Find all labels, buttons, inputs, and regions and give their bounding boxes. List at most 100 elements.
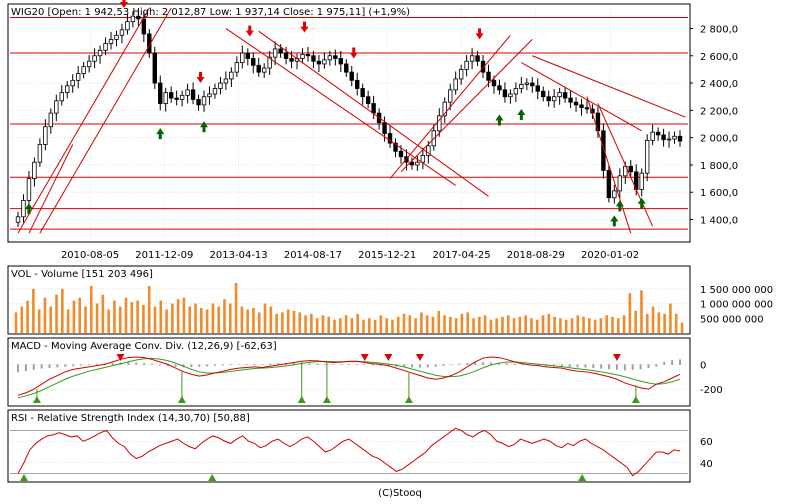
candle-body xyxy=(32,161,37,179)
candle-body xyxy=(677,135,683,142)
rsi-y-tick-label: 40 xyxy=(700,459,713,470)
volume-bar xyxy=(263,303,267,333)
volume-bar xyxy=(37,309,41,333)
macd-histogram-bar xyxy=(174,364,177,367)
trend-channel-line xyxy=(586,96,632,234)
macd-histogram-bar xyxy=(608,364,611,370)
candle-body xyxy=(464,60,469,70)
macd-histogram-bar xyxy=(229,364,232,366)
candle-body xyxy=(300,54,305,59)
volume-bar xyxy=(431,316,435,333)
volume-bar xyxy=(159,300,163,333)
macd-panel-label: MACD - Moving Average Conv. Div. (12,26,… xyxy=(11,341,277,352)
candle-body xyxy=(240,52,245,63)
volume-bar xyxy=(223,299,226,333)
candle-body xyxy=(623,165,628,177)
candle-body xyxy=(147,33,152,54)
candle-body xyxy=(207,93,212,98)
rsi-y-tick-label: 60 xyxy=(700,437,713,448)
candle-body xyxy=(409,161,415,166)
macd-histogram-bar xyxy=(497,362,500,365)
volume-bar xyxy=(89,285,93,333)
volume-bar xyxy=(286,309,290,333)
volume-bar xyxy=(205,309,209,333)
buy-arrow-icon xyxy=(615,200,624,212)
candle-body xyxy=(672,135,677,140)
macd-histogram-bar xyxy=(277,363,280,365)
main-x-tick-label: 2014-08-17 xyxy=(284,250,342,261)
macd-histogram-bar xyxy=(269,363,272,365)
macd-histogram-bar xyxy=(639,364,642,370)
candle-body xyxy=(344,63,349,73)
main-y-tick-label: 2 600,0 xyxy=(700,52,738,63)
volume-bar xyxy=(14,312,18,333)
volume-bar xyxy=(483,315,487,333)
main-panel-label: WIG20 [Open: 1 942,53 High: 2 012,87 Low… xyxy=(11,7,410,18)
volume-bar xyxy=(298,312,302,333)
volume-bar xyxy=(634,310,637,333)
candle-body xyxy=(92,55,97,62)
candle-body xyxy=(519,84,524,89)
volume-bar xyxy=(246,309,249,333)
volume-bar xyxy=(495,318,498,333)
volume-bar xyxy=(281,312,284,333)
macd-histogram-bar xyxy=(631,364,634,370)
volume-bar xyxy=(304,315,307,333)
volume-bar xyxy=(582,316,585,333)
volume-bar xyxy=(182,297,186,333)
macd-histogram-bar xyxy=(261,364,264,365)
volume-bar xyxy=(95,303,99,333)
candle-body xyxy=(212,88,218,95)
candle-body xyxy=(415,161,420,166)
candle-body xyxy=(136,15,141,20)
main-y-tick-label: 2 200,0 xyxy=(700,106,738,117)
macd-histogram-bar xyxy=(348,364,350,365)
candle-body xyxy=(201,96,207,106)
candle-body xyxy=(158,82,163,104)
candle-body xyxy=(179,94,185,100)
trend-channel-line xyxy=(532,55,686,118)
candle-body xyxy=(272,48,278,58)
volume-bar xyxy=(663,313,666,333)
candle-body xyxy=(513,88,519,95)
sell-arrow-icon xyxy=(475,28,484,40)
macd-histogram-bar xyxy=(615,364,618,370)
volume-bar xyxy=(217,306,220,333)
macd-sell-marker xyxy=(360,354,369,361)
sell-arrow-icon xyxy=(349,47,358,59)
candle-body xyxy=(97,49,103,57)
macd-histogram-bar xyxy=(403,364,406,368)
sell-arrow-icon xyxy=(196,72,205,84)
candle-body xyxy=(311,55,316,62)
macd-histogram-bar xyxy=(679,359,681,365)
macd-plot: 0 -200 xyxy=(10,354,723,403)
volume-bar xyxy=(669,303,672,333)
candle-body xyxy=(322,59,327,65)
candle-body xyxy=(59,92,64,102)
macd-histogram-bar xyxy=(72,364,75,367)
main-x-tick-label: 2020-01-02 xyxy=(581,250,639,261)
volume-bar xyxy=(136,300,139,333)
candle-body xyxy=(579,104,584,109)
candle-body xyxy=(535,85,540,92)
candle-body xyxy=(251,58,256,66)
candle-body xyxy=(360,88,365,98)
macd-buy-marker xyxy=(631,396,640,403)
candle-body xyxy=(141,18,147,35)
macd-buy-marker xyxy=(297,396,306,403)
macd-histogram-bar xyxy=(308,363,311,365)
candle-body xyxy=(327,55,333,61)
volume-panel xyxy=(7,265,691,335)
buy-arrow-icon xyxy=(610,215,619,227)
trend-channel-line xyxy=(225,28,456,186)
macd-histogram-bar xyxy=(64,364,67,367)
main-y-tick-label: 1 600,0 xyxy=(700,188,738,199)
macd-histogram-bar xyxy=(442,364,445,366)
volume-bar xyxy=(512,318,516,333)
volume-bar xyxy=(530,318,533,333)
macd-histogram-bar xyxy=(292,362,295,365)
volume-bar xyxy=(275,313,278,333)
volume-y-tick-label: 1 000 000 000 xyxy=(700,300,773,311)
macd-histogram-bar xyxy=(135,362,138,365)
candle-body xyxy=(448,89,453,103)
